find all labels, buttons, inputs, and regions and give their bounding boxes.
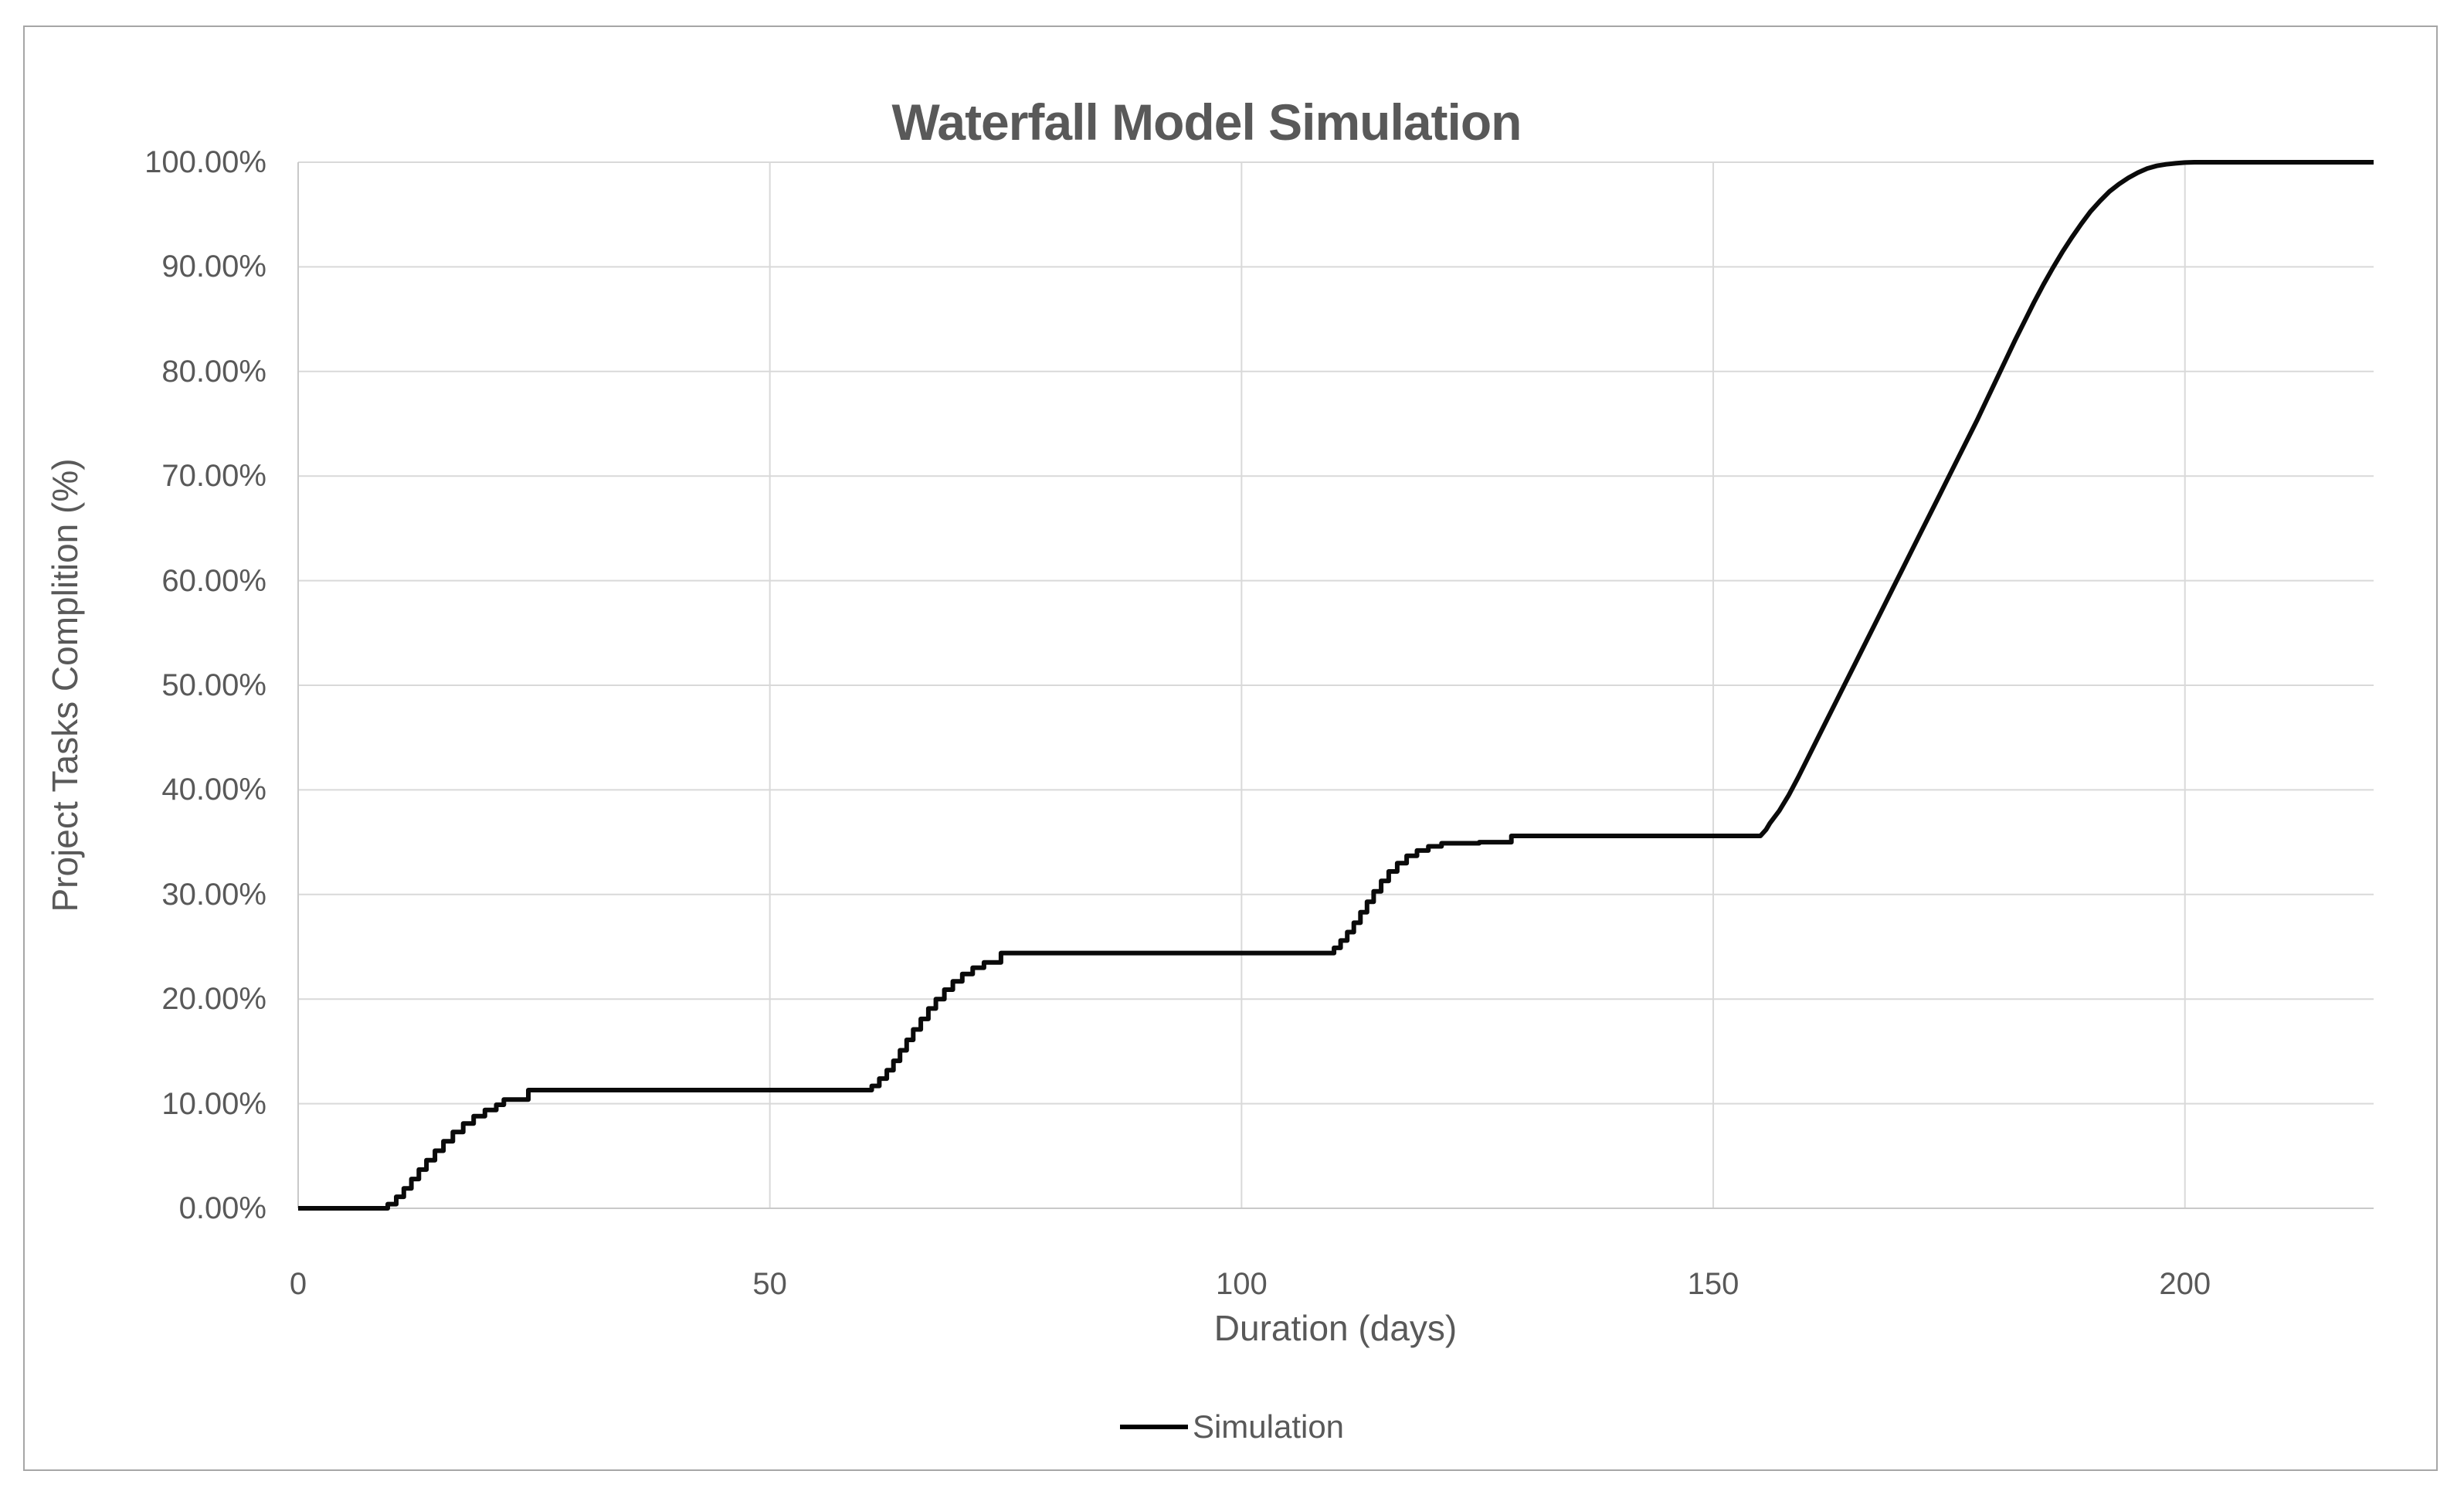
- y-tick-label: 30.00%: [161, 877, 266, 912]
- x-tick-label: 0: [289, 1267, 307, 1301]
- gridlines: [298, 161, 2374, 1208]
- y-tick-label: 0.00%: [178, 1191, 266, 1225]
- series-lines: [298, 160, 2374, 1211]
- y-tick-label: 100.00%: [144, 145, 266, 179]
- y-tick-label: 90.00%: [161, 250, 266, 284]
- y-tick-label: 80.00%: [161, 354, 266, 389]
- y-tick-label: 60.00%: [161, 563, 266, 598]
- y-tick-label: 40.00%: [161, 773, 266, 807]
- y-tick-label: 50.00%: [161, 668, 266, 702]
- legend-line-sample-icon: [1119, 1425, 1188, 1429]
- chart-title: Waterfall Model Simulation: [891, 93, 1522, 151]
- y-tick-label: 10.00%: [161, 1086, 266, 1121]
- x-tick-label: 150: [1687, 1267, 1739, 1301]
- y-tick-label: 70.00%: [161, 459, 266, 494]
- x-tick-label: 200: [2159, 1267, 2211, 1301]
- simulation-series-line: [298, 160, 2374, 1211]
- y-tick-label: 20.00%: [161, 982, 266, 1017]
- legend-label: Simulation: [1192, 1408, 1345, 1445]
- x-tick-label: 50: [752, 1267, 787, 1301]
- x-tick-label: 100: [1215, 1267, 1268, 1301]
- y-axis-title: Project Tasks Complition (%): [45, 458, 85, 912]
- x-axis-title: Duration (days): [1213, 1308, 1458, 1348]
- legend: Simulation: [0, 1408, 2464, 1446]
- axis-lines: [297, 162, 2374, 1209]
